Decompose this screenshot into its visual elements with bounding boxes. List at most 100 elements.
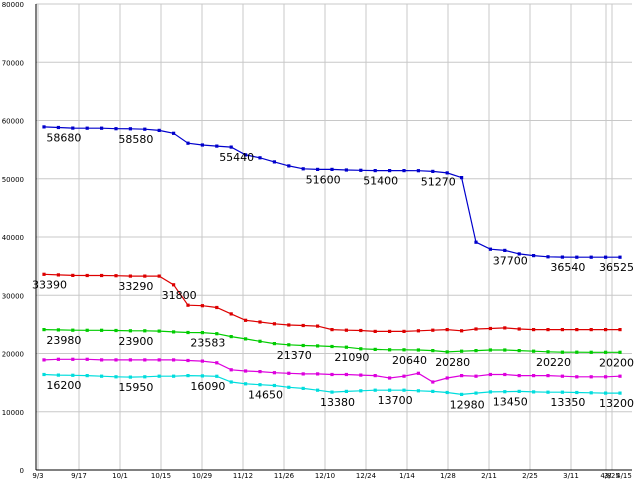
x-tick-label: 1/14 [399,472,415,480]
data-point [359,373,363,377]
data-point [114,274,118,278]
data-point [316,388,320,392]
data-point [604,255,608,259]
data-labels: 58680 58580 55440 51600 51400 51270 37700 36540… [32,131,634,411]
data-point [128,329,132,333]
data-label: 51270 [421,175,456,188]
data-point [373,388,377,392]
x-tick-label: 3/25 [604,472,620,480]
data-point [431,389,435,393]
data-point [85,328,89,332]
x-tick-label: 2/11 [481,472,497,480]
data-point [71,126,75,130]
data-point [416,329,420,333]
data-point [272,383,276,388]
data-label: 33390 [32,278,67,291]
data-point [330,328,334,332]
data-point [546,350,550,354]
data-point [128,358,132,362]
data-point [488,390,492,394]
data-point [157,329,161,333]
data-point [546,255,550,259]
data-point [143,358,147,362]
data-point [474,391,478,395]
data-point [114,358,118,362]
data-point [200,359,204,363]
data-point [503,348,507,352]
data-label: 13450 [493,396,528,409]
data-point [460,176,464,180]
data-point [344,328,348,332]
data-point [388,376,392,380]
data-point [416,389,420,393]
data-point [373,347,377,351]
data-point [301,343,305,348]
data-point [100,273,104,278]
data-point [532,254,536,258]
data-point [546,374,550,378]
y-tick-label: 0 [20,467,24,475]
data-point [373,169,377,173]
data-point [272,160,276,164]
x-tick-label: 1/28 [440,472,456,480]
data-point [460,392,464,396]
x-tick-label: 10/15 [151,472,171,480]
series-4 [42,372,622,396]
data-label: 36525 [599,261,634,274]
data-point [71,328,75,332]
axes [35,4,632,471]
data-point [215,305,219,310]
data-point [474,327,478,331]
data-point [575,390,579,395]
data-point [416,169,420,173]
data-point [244,153,248,157]
data-point [186,374,190,378]
data-point [229,145,233,149]
data-label: 37700 [493,254,528,267]
data-point [503,248,507,252]
data-point [330,390,334,394]
data-point [172,374,176,378]
data-point [215,374,219,378]
data-point [85,357,89,361]
data-point [287,323,291,327]
data-point [445,328,449,332]
data-point [301,167,305,171]
data-point [532,349,536,353]
data-point [157,128,161,132]
data-point [287,343,291,347]
data-point [388,388,392,392]
data-point [172,283,176,287]
data-point [215,361,219,365]
data-point [604,350,608,354]
data-point [56,273,60,277]
data-point [272,322,276,326]
data-point [359,347,363,351]
data-point [186,141,190,145]
y-tick-label: 30000 [2,292,24,300]
data-point [474,240,478,244]
data-point [186,303,190,307]
y-tick-label: 70000 [2,59,24,67]
data-point [618,391,622,395]
data-point [229,335,233,339]
data-point [359,389,363,393]
data-point [157,374,161,378]
data-point [575,328,579,332]
data-point [244,318,248,322]
data-point [488,247,492,251]
y-tick-label: 40000 [2,234,24,242]
data-point [546,390,550,394]
data-point [42,125,46,129]
data-point [301,386,305,390]
data-point [85,273,89,278]
data-point [575,350,579,354]
data-point [56,373,60,377]
data-point [532,328,536,332]
data-label: 16090 [190,380,225,393]
data-point [388,169,392,173]
data-point [445,171,449,175]
data-point [114,328,118,333]
data-point [402,169,406,173]
